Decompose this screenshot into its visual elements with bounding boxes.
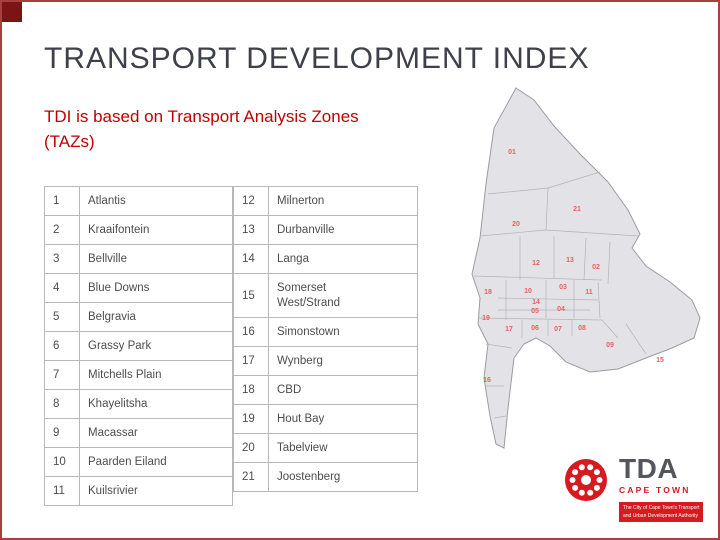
zone-number: 15 xyxy=(233,273,269,318)
zone-number: 14 xyxy=(233,244,269,274)
corner-accent xyxy=(2,2,22,22)
zone-name: Wynberg xyxy=(268,346,418,376)
table-row: 4 Blue Downs xyxy=(44,273,233,303)
zone-number: 3 xyxy=(44,244,80,274)
map-zone-label: 05 xyxy=(531,308,539,315)
zone-name: Simonstown xyxy=(268,317,418,347)
zone-number: 7 xyxy=(44,360,80,390)
map-zone-label: 20 xyxy=(512,221,520,228)
zone-number: 2 xyxy=(44,215,80,245)
zone-number: 6 xyxy=(44,331,80,361)
table-row: 5 Belgravia xyxy=(44,302,233,332)
table-row: 12 Milnerton xyxy=(233,186,418,216)
table-row: 9 Macassar xyxy=(44,418,233,448)
map-zone-label: 03 xyxy=(559,284,567,291)
logo-tagline: The City of Cape Town's Transport and Ur… xyxy=(619,502,704,522)
zone-number: 12 xyxy=(233,186,269,216)
logo-name: TDA xyxy=(619,453,679,484)
map-landmass xyxy=(471,87,701,449)
map-zone-label: 08 xyxy=(578,325,586,332)
zone-name: Belgravia xyxy=(79,302,233,332)
zone-name: Milnerton xyxy=(268,186,418,216)
zone-name: Somerset West/Strand xyxy=(268,273,418,318)
map-zone-label: 02 xyxy=(592,264,600,271)
table-row: 19 Hout Bay xyxy=(233,404,418,434)
table-row: 10 Paarden Eiland xyxy=(44,447,233,477)
zone-name: Mitchells Plain xyxy=(79,360,233,390)
map-zone-label: 11 xyxy=(585,289,593,296)
zone-name: Blue Downs xyxy=(79,273,233,303)
zone-number: 21 xyxy=(233,462,269,492)
zone-number: 8 xyxy=(44,389,80,419)
tda-logo: TDA CAPE TOWN The City of Cape Town's Tr… xyxy=(562,454,714,526)
map-zone-label: 18 xyxy=(484,289,492,296)
table-row: 7 Mitchells Plain xyxy=(44,360,233,390)
zone-name: Langa xyxy=(268,244,418,274)
zone-name: Paarden Eiland xyxy=(79,447,233,477)
map-zone-labels: 01 21 20 12 13 02 18 10 03 11 14 05 04 19 17 06 07 08 09 15… xyxy=(482,149,664,384)
map-zone-label: 01 xyxy=(508,149,516,156)
table-row: 2 Kraaifontein xyxy=(44,215,233,245)
table-row: 21 Joostenberg xyxy=(233,462,418,492)
zones-table-right: 12 Milnerton 13 Durbanville 14 Langa 15 Somerse… xyxy=(233,186,418,492)
map-zone-label: 10 xyxy=(524,288,532,295)
table-row: 8 Khayelitsha xyxy=(44,389,233,419)
zone-name: Atlantis xyxy=(79,186,233,216)
subtitle: TDI is based on Transport Analysis Zones… xyxy=(44,107,359,151)
logo-city: CAPE TOWN xyxy=(619,485,691,496)
table-row: 13 Durbanville xyxy=(233,215,418,245)
table-row: 17 Wynberg xyxy=(233,346,418,376)
table-row: 15 Somerset West/Strand xyxy=(233,273,418,318)
zones-table-left: 1 Atlantis 2 Kraaifontein 3 Bellville 4 Blue Do… xyxy=(44,186,233,506)
page-title: TRANSPORT DEVELOPMENT INDEX xyxy=(44,42,590,75)
zone-number: 5 xyxy=(44,302,80,332)
zone-number: 13 xyxy=(233,215,269,245)
zone-name: Bellville xyxy=(79,244,233,274)
table-row: 20 Tabelview xyxy=(233,433,418,463)
zone-name: Hout Bay xyxy=(268,404,418,434)
map-zone-label: 13 xyxy=(566,257,574,264)
map-zone-label: 19 xyxy=(482,315,490,322)
zone-number: 17 xyxy=(233,346,269,376)
map-zone-label: 06 xyxy=(531,325,539,332)
table-row: 3 Bellville xyxy=(44,244,233,274)
zone-name: Macassar xyxy=(79,418,233,448)
map-zone-label: 04 xyxy=(557,306,565,313)
zone-name: Kuilsrivier xyxy=(79,476,233,506)
zone-name: Durbanville xyxy=(268,215,418,245)
table-row: 11 Kuilsrivier xyxy=(44,476,233,506)
table-row: 1 Atlantis xyxy=(44,186,233,216)
map-zone-label: 15 xyxy=(656,357,664,364)
map-zone-label: 14 xyxy=(532,299,540,306)
map-zone-label: 21 xyxy=(573,206,581,213)
tda-gear-icon xyxy=(565,459,607,501)
zone-name: Khayelitsha xyxy=(79,389,233,419)
zone-number: 4 xyxy=(44,273,80,303)
table-row: 16 Simonstown xyxy=(233,317,418,347)
map-zone-label: 16 xyxy=(483,377,491,384)
table-row: 14 Langa xyxy=(233,244,418,274)
map-zone-boundaries xyxy=(473,171,647,419)
map-zone-label: 12 xyxy=(532,260,540,267)
zone-number: 10 xyxy=(44,447,80,477)
table-row: 6 Grassy Park xyxy=(44,331,233,361)
zone-name: CBD xyxy=(268,375,418,405)
zone-number: 1 xyxy=(44,186,80,216)
zone-name: Tabelview xyxy=(268,433,418,463)
zone-number: 11 xyxy=(44,476,80,506)
map-zone-label: 07 xyxy=(554,326,562,333)
zone-number: 9 xyxy=(44,418,80,448)
cape-town-map: 01 21 20 12 13 02 18 10 03 11 14 05 04 19 17 06 07 08 09 15… xyxy=(450,86,710,476)
zone-number: 16 xyxy=(233,317,269,347)
zone-number: 20 xyxy=(233,433,269,463)
zone-name: Joostenberg xyxy=(268,462,418,492)
map-zone-label: 09 xyxy=(606,342,614,349)
table-row: 18 CBD xyxy=(233,375,418,405)
zone-name: Kraaifontein xyxy=(79,215,233,245)
zone-number: 18 xyxy=(233,375,269,405)
map-zone-label: 17 xyxy=(505,326,513,333)
zone-number: 19 xyxy=(233,404,269,434)
zone-name: Grassy Park xyxy=(79,331,233,361)
